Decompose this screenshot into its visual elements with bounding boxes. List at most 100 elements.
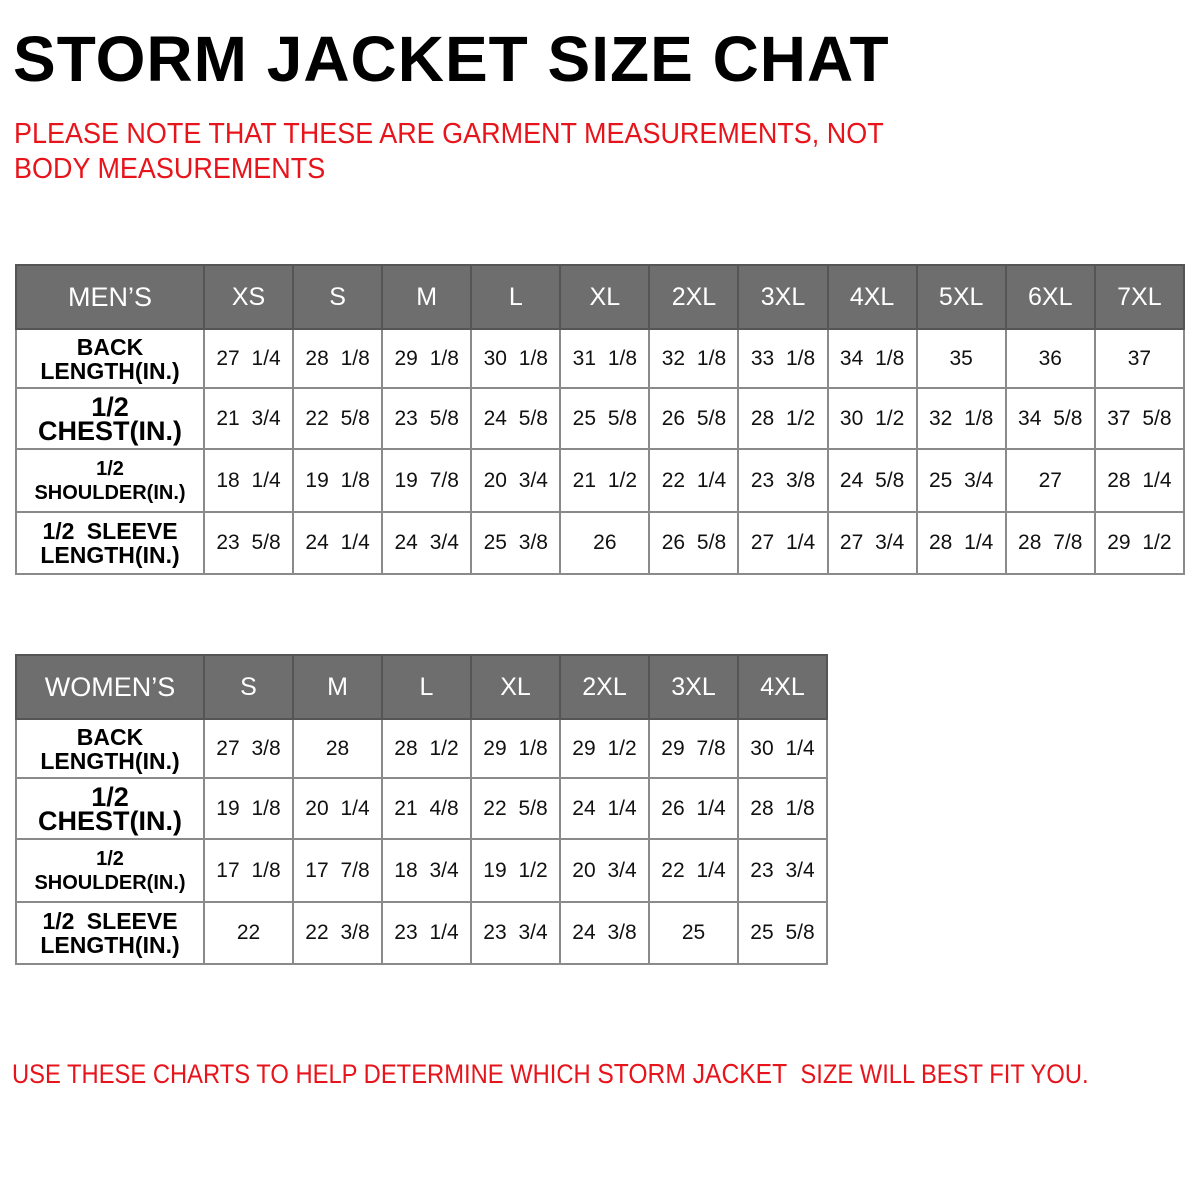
measurement-value: 19 1/2 [470,838,561,903]
measurement-value: 27 1/4 [737,511,829,575]
measurement-value: 28 1/4 [915,511,1007,575]
measurement-value: 27 3/4 [826,511,918,575]
measurement-value: 28 1/8 [737,777,828,840]
measurement-value: 22 1/4 [648,448,740,513]
measurement-value: 37 [1093,328,1186,389]
measurement-value: 31 1/8 [559,328,651,389]
garment-measurement-note: PLEASE NOTE THAT THESE ARE GARMENT MEASU… [14,118,884,185]
measurement-value: 34 5/8 [1004,387,1096,450]
page-title: STORM JACKET SIZE CHAT [13,23,890,95]
size-header: L [470,264,562,330]
measurement-value: 32 1/8 [648,328,740,389]
measurement-value: 33 1/8 [737,328,829,389]
size-header: XS [202,264,295,330]
size-header: 3XL [737,264,829,330]
measurement-value: 24 3/4 [381,511,473,575]
footer-highlight: STORM JACKET [597,1058,788,1089]
size-header: 4XL [737,654,828,720]
measurement-value: 24 5/8 [826,448,918,513]
measurement-value: 22 5/8 [292,387,384,450]
measurement-value: 24 3/8 [559,901,650,965]
footer-text-before: USE THESE CHARTS TO HELP DETERMINE WHICH [12,1059,598,1089]
measurement-value: 30 1/8 [470,328,562,389]
size-header: XL [559,264,651,330]
size-header: XL [470,654,561,720]
measurement-value: 23 3/4 [737,838,828,903]
measurement-value: 27 3/8 [203,718,294,779]
measurement-value: 29 1/8 [381,328,473,389]
measurement-value: 32 1/8 [915,387,1007,450]
measurement-value: 26 [559,511,651,575]
measurement-value: 23 5/8 [381,387,473,450]
measurement-value: 24 5/8 [470,387,562,450]
size-header: 5XL [915,264,1007,330]
measurement-value: 30 1/2 [826,387,918,450]
measurement-value: 17 7/8 [292,838,383,903]
table-row: 1/2 CHEST(IN.) 21 3/4 22 5/8 23 5/8 24 5/8 25… [15,387,1186,450]
mens-size-table: MEN’S XS S M L XL 2XL 3XL 4XL 5XL 6XL 7XL BACK LENGT… [15,264,1186,575]
size-header: M [381,264,473,330]
measurement-label: 1/2 CHEST(IN.) [15,387,205,450]
measurement-value: 27 [1004,448,1096,513]
table-row: 1/2 SLEEVE LENGTH(IN.) 23 5/8 24 1/4 24 3/4… [15,511,1186,575]
size-header: L [381,654,472,720]
footer-note: USE THESE CHARTS TO HELP DETERMINE WHICH… [12,1058,1089,1090]
measurement-label: BACK LENGTH(IN.) [15,328,205,389]
measurement-value: 19 7/8 [381,448,473,513]
measurement-value: 18 1/4 [202,448,295,513]
measurement-value: 19 1/8 [292,448,384,513]
table-row: 1/2 CHEST(IN.) 19 1/8 20 1/4 21 4/8 22 5/8 24… [15,777,828,840]
measurement-value: 20 3/4 [470,448,562,513]
size-header: 4XL [826,264,918,330]
size-header: S [203,654,294,720]
measurement-label: 1/2 SHOULDER(IN.) [15,448,205,513]
measurement-label: 1/2 SLEEVE LENGTH(IN.) [15,901,205,965]
measurement-value: 22 5/8 [470,777,561,840]
measurement-value: 29 1/2 [1093,511,1186,575]
table-row: BACK LENGTH(IN.) 27 1/4 28 1/8 29 1/8 30 1/8… [15,328,1186,389]
measurement-value: 24 1/4 [559,777,650,840]
measurement-value: 28 7/8 [1004,511,1096,575]
measurement-value: 26 1/4 [648,777,739,840]
measurement-value: 28 1/2 [737,387,829,450]
measurement-label: 1/2 CHEST(IN.) [15,777,205,840]
measurement-value: 21 3/4 [202,387,295,450]
table-row: BACK LENGTH(IN.) 27 3/8 28 28 1/2 29 1/8 29 1… [15,718,828,779]
measurement-label: 1/2 SHOULDER(IN.) [15,838,205,903]
measurement-value: 29 1/8 [470,718,561,779]
size-header: 6XL [1004,264,1096,330]
measurement-value: 17 1/8 [203,838,294,903]
womens-header-row: WOMEN’S S M L XL 2XL 3XL 4XL [15,654,828,720]
measurement-value: 28 [292,718,383,779]
measurement-value: 25 [648,901,739,965]
measurement-value: 25 3/8 [470,511,562,575]
womens-label: WOMEN’S [15,654,205,720]
table-row: 1/2 SLEEVE LENGTH(IN.) 22 22 3/8 23 1/4 23 3… [15,901,828,965]
mens-label: MEN’S [15,264,205,330]
measurement-value: 21 4/8 [381,777,472,840]
measurement-value: 22 3/8 [292,901,383,965]
measurement-value: 22 [203,901,294,965]
measurement-value: 23 1/4 [381,901,472,965]
measurement-value: 23 3/4 [470,901,561,965]
measurement-value: 28 1/8 [292,328,384,389]
measurement-value: 25 3/4 [915,448,1007,513]
measurement-value: 29 7/8 [648,718,739,779]
measurement-value: 18 3/4 [381,838,472,903]
measurement-value: 30 1/4 [737,718,828,779]
measurement-value: 25 5/8 [559,387,651,450]
measurement-value: 34 1/8 [826,328,918,389]
size-header: 2XL [648,264,740,330]
mens-header-row: MEN’S XS S M L XL 2XL 3XL 4XL 5XL 6XL 7XL [15,264,1186,330]
size-header: M [292,654,383,720]
table-row: 1/2 SHOULDER(IN.) 18 1/4 19 1/8 19 7/8 20 3/… [15,448,1186,513]
measurement-value: 23 3/8 [737,448,829,513]
measurement-value: 35 [915,328,1007,389]
womens-size-table: WOMEN’S S M L XL 2XL 3XL 4XL BACK LENGTH(IN.) 27 … [15,654,828,965]
measurement-value: 36 [1004,328,1096,389]
measurement-value: 21 1/2 [559,448,651,513]
size-header: 7XL [1093,264,1186,330]
measurement-value: 37 5/8 [1093,387,1186,450]
measurement-value: 22 1/4 [648,838,739,903]
measurement-label: 1/2 SLEEVE LENGTH(IN.) [15,511,205,575]
